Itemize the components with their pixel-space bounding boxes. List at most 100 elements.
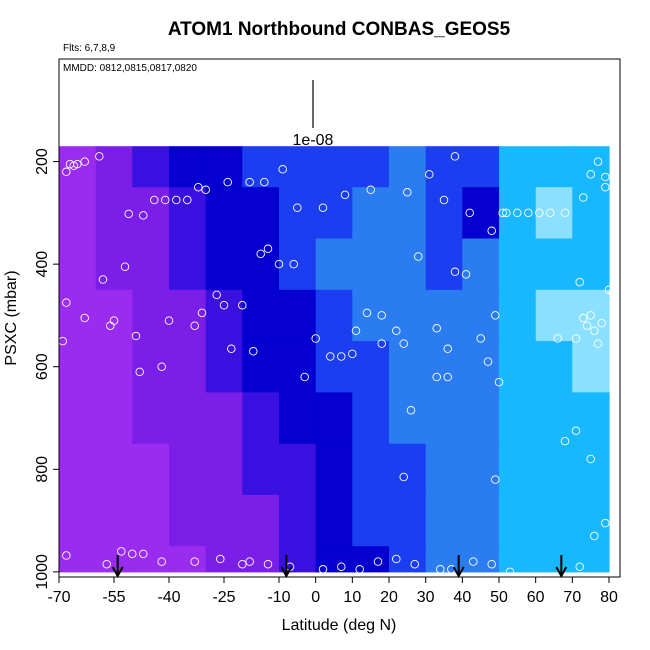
heatmap-cell	[169, 546, 207, 573]
heatmap-cell	[425, 187, 463, 240]
heatmap-cell	[499, 341, 537, 393]
observation-point	[128, 549, 137, 559]
y-tick-label: 600	[34, 353, 51, 380]
observation-point	[62, 551, 71, 560]
observation-point	[443, 344, 452, 354]
x-tick-label: 0	[311, 589, 320, 606]
x-axis: -70 -55 -40 -25 -10 0 10 20 30 40 50 60 70 80	[47, 577, 618, 606]
observation-point	[216, 554, 225, 564]
heatmap-cell	[169, 494, 207, 547]
heatmap-cell	[462, 392, 500, 445]
x-tick-label: -55	[102, 589, 125, 606]
heatmap-cell	[279, 146, 317, 188]
observation-point	[593, 339, 603, 348]
heatmap-cell	[132, 289, 170, 342]
observation-point	[326, 352, 335, 361]
observation-point	[597, 318, 606, 328]
heatmap-cell	[95, 392, 133, 445]
heatmap-cell	[132, 392, 170, 445]
observation-point	[260, 177, 269, 187]
heatmap-cell	[462, 289, 500, 342]
heatmap-cell	[499, 494, 537, 547]
observation-point	[450, 152, 460, 161]
heatmap-cell	[205, 341, 243, 393]
y-tick-label: 400	[34, 251, 51, 278]
heatmap-cell	[242, 187, 280, 240]
observation-point	[157, 362, 166, 371]
observation-point	[263, 559, 273, 569]
observation-point	[373, 557, 383, 566]
heatmap-cell	[535, 238, 573, 291]
x-tick-label: -70	[47, 589, 70, 606]
heatmap-cell	[279, 289, 317, 342]
heatmap-cell	[572, 494, 610, 547]
heatmap-cell	[462, 238, 500, 291]
observation-point	[432, 372, 441, 382]
heatmap-cell	[205, 238, 243, 291]
heatmap-cell	[95, 443, 133, 496]
observation-point	[135, 367, 144, 377]
heatmap-cell	[95, 289, 133, 342]
observation-point	[491, 475, 500, 484]
heatmap-cell	[205, 289, 243, 342]
observation-point	[256, 249, 265, 259]
observation-point	[318, 203, 328, 212]
observation-point	[293, 203, 302, 212]
heatmap-cell	[499, 443, 537, 496]
heatmap-cell	[462, 146, 500, 188]
heatmap-cell	[169, 341, 207, 393]
observation-point	[190, 321, 199, 330]
heatmap-cell	[279, 341, 317, 393]
heatmap-cell	[315, 289, 353, 342]
observation-point	[150, 195, 159, 205]
heatmap-cell	[95, 238, 133, 291]
observation-point	[377, 339, 386, 348]
observation-point	[245, 557, 254, 566]
observation-point	[593, 157, 603, 166]
heatmap-cell	[242, 238, 280, 291]
heatmap-cell	[352, 187, 390, 240]
observation-point	[571, 334, 581, 343]
heatmap-cell	[352, 546, 390, 573]
flight-arrow	[280, 555, 293, 579]
heatmap-cell	[315, 187, 353, 240]
observation-point	[586, 170, 595, 179]
heatmap-cell	[389, 392, 427, 445]
heatmap-cell	[352, 443, 390, 496]
observation-point	[476, 334, 485, 343]
observation-point	[524, 208, 533, 218]
heatmap-cell	[499, 146, 537, 188]
flight-arrows	[111, 555, 568, 579]
heatmap-cell	[499, 392, 537, 445]
heatmap-cell	[535, 443, 573, 496]
observation-point	[102, 559, 111, 569]
observation-point	[579, 193, 588, 202]
observation-point	[194, 182, 203, 192]
x-tick-label: 40	[453, 589, 471, 606]
observation-point	[410, 559, 419, 569]
observation-point	[392, 326, 401, 336]
dates-subtitle: MMDD: 0812,0815,0817,0820	[63, 63, 197, 74]
heatmap-cell	[352, 289, 390, 342]
heatmap-cell	[59, 443, 97, 496]
heatmap-cell	[315, 546, 353, 573]
heatmap-cell	[132, 238, 170, 291]
heatmap-cell	[572, 238, 610, 291]
x-tick-label: -40	[157, 589, 180, 606]
heatmap-cell	[535, 341, 573, 393]
observation-point	[571, 426, 581, 436]
x-tick-label: 10	[343, 589, 361, 606]
observation-point	[139, 549, 148, 559]
observation-point	[300, 372, 309, 382]
flights-subtitle: Flts: 6,7,8,9	[63, 43, 116, 54]
heatmap-cell	[169, 443, 207, 496]
observation-point	[274, 259, 284, 269]
observation-point	[487, 226, 496, 236]
heatmap-cell	[352, 392, 390, 445]
heatmap-cell	[169, 289, 207, 342]
heatmap-cell	[59, 238, 97, 291]
observation-point	[201, 185, 210, 195]
observation-point	[366, 185, 375, 195]
observation-point	[560, 436, 570, 446]
observation-point	[502, 208, 511, 218]
